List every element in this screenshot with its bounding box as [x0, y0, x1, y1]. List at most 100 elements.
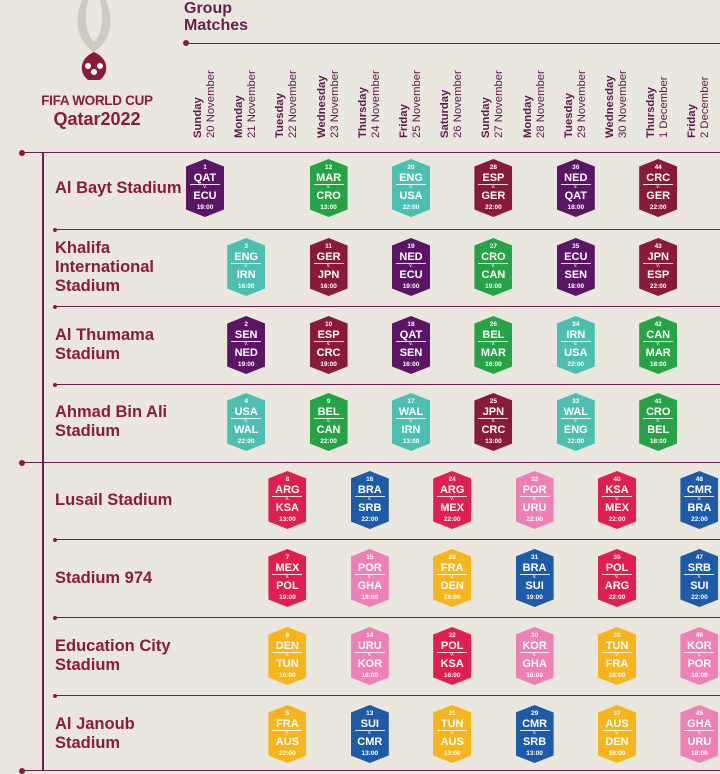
home-team: CAN [646, 329, 671, 341]
away-team: POR [687, 658, 712, 670]
home-team: TUN [440, 718, 464, 730]
home-team: BRA [522, 562, 547, 574]
versus-label: v. [354, 652, 385, 658]
home-team: TUN [605, 640, 629, 652]
stadium-name: Stadium 974 [55, 568, 153, 587]
row-divider [22, 152, 720, 154]
row-divider-dot [53, 304, 57, 309]
match-number: 48 [695, 476, 703, 483]
away-team: CRO [316, 190, 341, 202]
away-team: AUS [275, 736, 299, 748]
kickoff-time: 19:00 [361, 594, 379, 601]
home-team: SUI [360, 718, 379, 730]
match-number: 2 [244, 321, 248, 328]
home-team: GER [316, 251, 341, 263]
header-divider-dot [183, 40, 189, 46]
away-team: DEN [605, 736, 629, 748]
match-number: 46 [695, 632, 703, 639]
match-number: 41 [654, 398, 662, 405]
stadium-name: Lusail Stadium [55, 490, 173, 509]
home-team: IRN [566, 329, 586, 341]
match-card: 41 CRO v. BEL 18:00 [639, 393, 678, 451]
row-divider-dot [19, 149, 25, 156]
away-team: IRN [401, 424, 421, 436]
versus-label: v. [560, 263, 591, 269]
day-header: Wednesday 30 November [604, 70, 630, 138]
away-team: TUN [276, 658, 299, 670]
away-team: CAN [481, 269, 506, 281]
match-card: 12 MAR v. CRO 13:00 [309, 159, 348, 217]
home-team: ENG [399, 172, 423, 184]
away-team: GHA [357, 580, 383, 592]
match-number: 14 [366, 632, 374, 639]
day-name: Wednesday [604, 75, 616, 138]
home-team: ESP [482, 172, 505, 184]
away-team: MAR [480, 347, 506, 359]
stadium-name: Al Thumama Stadium [55, 326, 155, 363]
kickoff-time: 19:00 [485, 283, 502, 290]
match-number: 20 [407, 164, 415, 171]
day-date: 1 December [658, 76, 671, 138]
kickoff-time: 13:00 [320, 204, 337, 211]
day-name: Friday [686, 104, 699, 138]
match-card: 15 POR v. GHA 19:00 [350, 549, 389, 607]
away-team: SRB [358, 502, 382, 514]
row-divider [55, 306, 720, 308]
match-card: 16 BRA v. SRB 22:00 [350, 471, 389, 529]
versus-label: v. [231, 418, 262, 424]
away-team: CRC [316, 347, 341, 359]
away-team: FRA [605, 658, 629, 670]
match-card: 29 CMR v. SRB 13:00 [515, 705, 554, 763]
title-line-2: Matches [184, 17, 249, 34]
home-team: NED [399, 251, 423, 263]
away-team: SUI [690, 580, 709, 592]
away-team: GER [646, 190, 671, 202]
match-card: 7 MEX v. POL 19:00 [268, 549, 307, 607]
match-card: 6 DEN v. TUN 16:00 [268, 627, 307, 685]
day-name: Thursday [645, 87, 658, 138]
away-team: BRA [687, 502, 712, 514]
versus-label: v. [519, 574, 550, 580]
stadium-name: Al Bayt Stadium [55, 178, 182, 197]
row-divider [22, 770, 720, 772]
match-number: 27 [489, 243, 497, 250]
away-team: SRB [522, 736, 547, 748]
match-card: 1 QAT v. ECU 19:00 [186, 159, 224, 217]
row-divider-dot [53, 382, 57, 387]
match-card: 32 POR v. URU 22:00 [515, 471, 554, 529]
match-number: 19 [407, 243, 415, 250]
home-team: DEN [275, 640, 299, 652]
kickoff-time: 16:00 [443, 672, 461, 679]
kickoff-time: 22:00 [649, 204, 667, 211]
match-number: 7 [285, 554, 290, 561]
kickoff-time: 22:00 [526, 516, 543, 523]
kickoff-time: 13:00 [279, 516, 296, 523]
away-team: SEN [399, 347, 423, 359]
match-number: 17 [407, 398, 415, 405]
match-card: 36 NED v. QAT 18:00 [556, 159, 595, 217]
match-card: 2 SEN v. NED 19:00 [227, 316, 266, 374]
row-divider [55, 384, 720, 386]
versus-label: v. [190, 184, 220, 190]
match-card: 28 ESP v. GER 22:00 [474, 159, 513, 217]
match-number: 45 [695, 710, 703, 717]
day-date: 28 November [534, 70, 547, 138]
away-team: URU [687, 736, 712, 748]
versus-label: v. [478, 341, 509, 347]
versus-label: v. [313, 263, 344, 269]
versus-label: v. [560, 341, 591, 347]
versus-label: v. [231, 341, 262, 347]
match-number: 34 [572, 321, 580, 328]
versus-label: v. [560, 184, 591, 190]
match-card: 10 ESP v. CRC 19:00 [309, 316, 348, 374]
kickoff-time: 16:00 [402, 361, 420, 368]
match-card: 45 GHA v. URU 18:00 [680, 705, 719, 763]
versus-label: v. [396, 263, 426, 269]
versus-label: v. [643, 418, 674, 424]
match-card: 14 URU v. KOR 16:00 [350, 627, 389, 685]
home-team: ARG [439, 484, 465, 496]
row-divider-dot [53, 693, 57, 698]
kickoff-time: 22:00 [608, 516, 626, 523]
row-divider [55, 539, 720, 541]
match-card: 40 KSA v. MEX 22:00 [598, 471, 636, 529]
